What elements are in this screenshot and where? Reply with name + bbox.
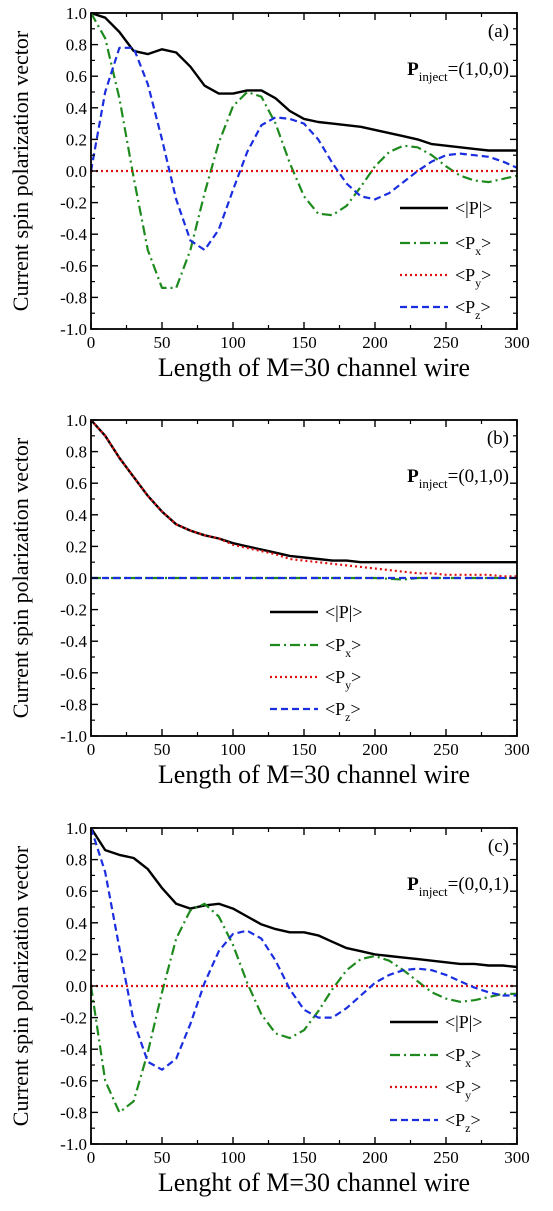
y-tick-label: -0.4	[60, 225, 87, 244]
y-tick-label: -0.4	[60, 632, 87, 651]
y-tick-label: 0.6	[66, 67, 87, 86]
inject-value: =(0,1,0)	[448, 466, 509, 487]
y-tick-label: -0.8	[60, 288, 87, 307]
x-tick-label: 250	[433, 1148, 459, 1167]
inject-annotation: Pinject=(0,0,1)	[407, 874, 509, 899]
y-tick-label: 0.8	[66, 443, 87, 462]
panel-label: (a)	[488, 21, 509, 42]
x-tick-label: 300	[504, 740, 530, 759]
inject-annotation: Pinject=(1,0,0)	[407, 59, 509, 84]
y-tick-label: -0.4	[60, 1040, 87, 1059]
series-line-1	[90, 419, 517, 564]
x-tick-label: 150	[291, 333, 317, 352]
x-tick-label: 50	[154, 740, 171, 759]
series-line-4	[89, 46, 518, 252]
y-tick-label: -0.6	[60, 664, 87, 683]
panel-2: 0 50 100 150 200 250 300 -1.0 -0.8 -0.6 -0.4 -0.2 0.…	[8, 411, 530, 789]
series-line-3	[90, 419, 517, 578]
y-tick-label: -0.2	[60, 1009, 87, 1028]
legend-label: <Px>	[455, 233, 491, 258]
y-tick-label: 0.6	[66, 882, 87, 901]
x-axis-label: Length of M=30 channel wire	[158, 353, 470, 382]
x-axis-label: Length of M=30 channel wire	[158, 760, 470, 789]
x-tick-label: 100	[220, 1148, 246, 1167]
inject-annotation: Pinject=(0,1,0)	[407, 466, 509, 491]
x-tick-label: 250	[433, 740, 459, 759]
y-tick-label: -0.2	[60, 194, 87, 213]
inject-symbol: P	[407, 466, 419, 487]
x-tick-label: 50	[154, 1148, 171, 1167]
x-tick-label: 50	[154, 333, 171, 352]
legend-label: <|P|>	[325, 602, 363, 622]
legend-label: <Py>	[325, 667, 361, 692]
legend-label: <|P|>	[445, 1012, 483, 1032]
y-tick-label: -0.2	[60, 601, 87, 620]
x-tick-label: 0	[87, 1148, 96, 1167]
inject-value: =(0,0,1)	[448, 874, 509, 895]
panel-3: 0 50 100 150 200 250 300 -1.0 -0.8 -0.6 -0.4 -0.2 0.…	[8, 819, 530, 1197]
y-tick-label: -0.8	[60, 1103, 87, 1122]
x-tick-label: 0	[87, 333, 96, 352]
y-tick-label: -1.0	[60, 1135, 87, 1154]
y-tick-label: 0.8	[66, 851, 87, 870]
panel-1: 0 50 100 150 200 250 300 -1.0 -0.8 -0.6 -0.4 -0.2 0.…	[8, 4, 530, 382]
y-tick-label: -0.8	[60, 695, 87, 714]
series-line-2	[90, 12, 518, 289]
inject-subscript: inject	[419, 69, 448, 84]
y-tick-label: -0.6	[60, 257, 87, 276]
y-axis-label: Current spin polarization vector	[8, 30, 33, 311]
legend-label: <Py>	[455, 265, 491, 290]
legend-label: <Py>	[445, 1077, 481, 1102]
panel-label: (c)	[488, 836, 509, 857]
x-tick-label: 300	[504, 1148, 530, 1167]
x-tick-label: 250	[433, 333, 459, 352]
y-tick-label: 0.0	[66, 162, 87, 181]
x-tick-label: 200	[362, 740, 388, 759]
series-line-2	[89, 902, 517, 1114]
y-tick-label: 1.0	[66, 411, 87, 430]
x-tick-label: 100	[220, 740, 246, 759]
legend-label: <|P|>	[455, 198, 493, 218]
x-tick-label: 200	[362, 333, 388, 352]
series-line-1	[89, 827, 518, 969]
y-tick-label: -0.6	[60, 1072, 87, 1091]
y-tick-label: 0.0	[66, 569, 87, 588]
series-line-1	[90, 11, 517, 152]
x-tick-label: 0	[87, 740, 96, 759]
x-axis-label: Lenght of M=30 channel wire	[158, 1168, 470, 1197]
inject-subscript: inject	[419, 476, 448, 491]
legend-label: <Px>	[325, 635, 361, 660]
series-line-4	[89, 827, 517, 1071]
y-tick-label: -1.0	[60, 727, 87, 746]
inject-symbol: P	[407, 59, 419, 80]
y-axis-label: Current spin polarization vector	[8, 845, 33, 1126]
inject-subscript: inject	[419, 884, 448, 899]
y-tick-label: 1.0	[66, 819, 87, 838]
y-tick-label: 0.4	[66, 914, 88, 933]
x-tick-label: 100	[220, 333, 246, 352]
legend-label: <Pz>	[445, 1110, 481, 1135]
x-tick-label: 200	[362, 1148, 388, 1167]
y-tick-label: 0.2	[66, 537, 87, 556]
inject-symbol: P	[407, 874, 419, 895]
y-tick-label: 0.4	[66, 506, 88, 525]
legend-label: <Pz>	[455, 297, 491, 322]
inject-value: =(1,0,0)	[448, 59, 509, 80]
x-tick-label: 150	[291, 1148, 317, 1167]
y-tick-label: -1.0	[60, 320, 87, 339]
y-tick-label: 0.0	[66, 977, 87, 996]
y-tick-label: 1.0	[66, 4, 87, 23]
y-tick-label: 0.6	[66, 474, 87, 493]
legend-label: <Px>	[445, 1045, 481, 1070]
y-tick-label: 0.8	[66, 36, 87, 55]
y-tick-label: 0.4	[66, 99, 88, 118]
y-tick-label: 0.2	[66, 130, 87, 149]
panel-label: (b)	[487, 428, 509, 449]
y-tick-label: 0.2	[66, 945, 87, 964]
x-tick-label: 150	[291, 740, 317, 759]
legend-label: <Pz>	[325, 699, 361, 724]
x-tick-label: 300	[504, 333, 530, 352]
y-axis-label: Current spin polarization vector	[8, 437, 33, 718]
